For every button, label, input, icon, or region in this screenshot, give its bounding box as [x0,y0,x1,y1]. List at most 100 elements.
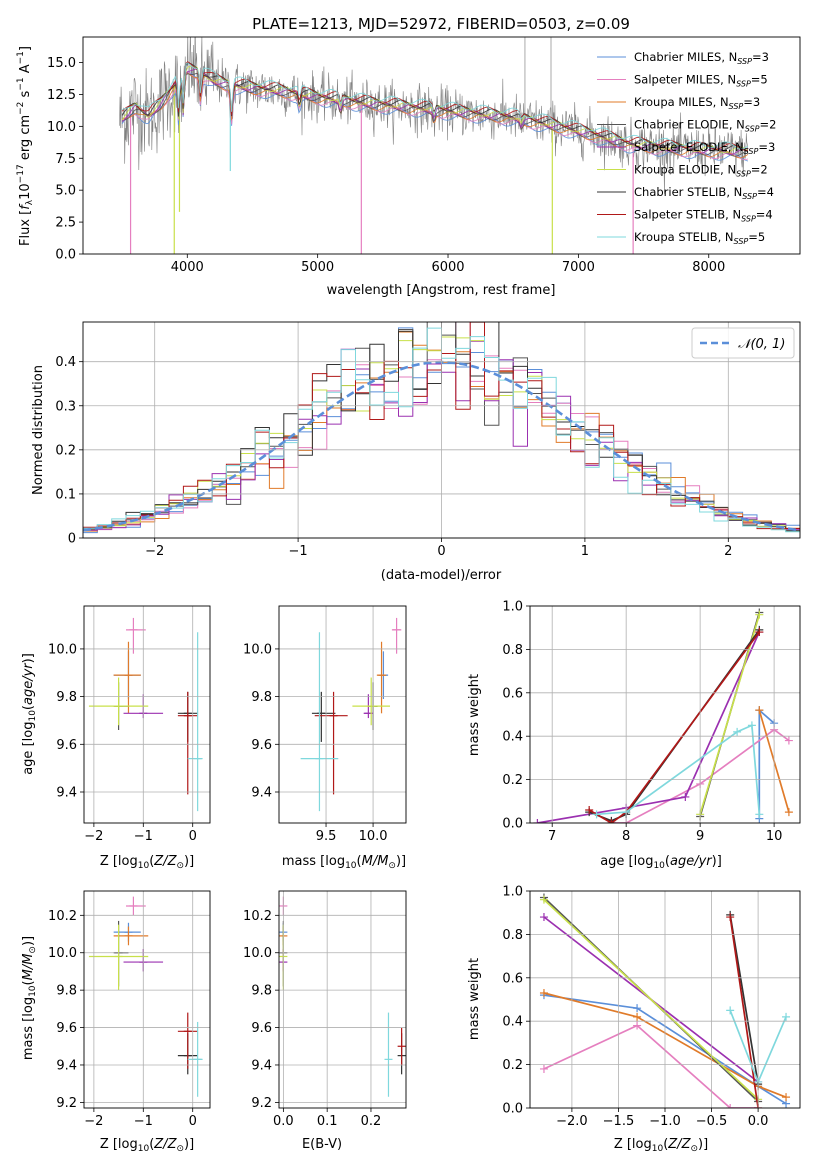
spectrum-legend-label: Salpeter ELODIE, NSSP=3 [634,140,775,156]
x-tick-label: 1 [581,544,589,559]
spectrum-legend-count: =2 [751,163,768,177]
mass-vs-metallicity-xlabel: Z [log10(Z/Z⊙)] [100,1137,194,1154]
y-tick-label: 10.0 [243,642,272,657]
weight-marker [607,819,616,823]
y-tick-label: 9.6 [56,738,77,753]
x-tick-label: 0 [189,1114,197,1129]
weight-marker [539,1064,548,1073]
spectrum-axes: 4000 5000 6000 7000 8000 0.0 2.5 5.0 7.5 10.0 12.5… [47,36,801,275]
spectrum-legend-count: =3 [752,50,769,64]
spectrum-legend-label: Chabrier ELODIE, NSSP=2 [634,118,776,134]
spectrum-legend-subscript: SSP [744,147,759,156]
weight-marker [726,1104,735,1108]
y-tick-label: 12.5 [47,88,76,103]
weight-marker [726,913,735,922]
weight-vs-age-xlabel: age [log10(age/yr)] [600,854,722,871]
spectrum-legend-count: =2 [760,118,777,132]
x-tick-label: −1 [134,829,153,844]
x-tick-label: 6000 [431,260,464,275]
axes-frame [83,605,211,824]
weight-marker [755,706,764,715]
x-tick-label: −2.0 [556,1114,588,1129]
weight-marker [533,819,542,823]
mass-vs-metallicity-panel: −2 −1 0 9.2 9.4 9.6 9.8 10.0 10.2 mass [log10(M/… [21,890,211,1154]
weight-marker [782,1093,791,1102]
y-tick-label: 1.0 [502,885,523,900]
spectrum-legend-label: Salpeter MILES, NSSP=5 [634,73,768,89]
y-tick-label: 0.4 [502,730,523,745]
spectrum-panel: 4000 5000 6000 7000 8000 0.0 2.5 5.0 7.5 10.0 12.5… [16,36,801,298]
weight-marker [755,628,764,637]
weight-line [543,1024,759,1108]
y-tick-label: 0.1 [55,487,76,502]
residuals-panel: −2 −1 0 1 200.10.20.30.4 (data-model)/error … [31,321,801,583]
y-tick-label: 9.4 [251,1058,272,1073]
axes-frame [82,36,801,255]
x-tick-label: 10 [766,829,783,844]
weight-line [543,994,787,1105]
weight-vs-age-ylabel: mass weight [467,674,482,756]
x-tick-label: 0 [437,544,445,559]
x-tick-label: 8000 [692,260,725,275]
y-tick-label: 9.8 [251,984,272,999]
weight-line [588,631,760,823]
y-tick-label: 0.6 [502,686,523,701]
y-tick-label: 0.2 [502,1058,523,1073]
weight-marker [539,895,548,904]
y-tick-label: 1.0 [502,600,523,615]
spectrum-legend-subscript: SSP [734,237,749,246]
y-tick-label: 15.0 [47,56,76,71]
axes-frame [278,605,407,824]
weight-vs-metallicity-panel: −2.0 −1.5 −1.0 −0.5 0.0 0.0 0.2 0.4 0.6 0.8 1.0 ma… [467,885,801,1154]
x-tick-label: −2 [145,544,164,559]
y-tick-label: 0.2 [55,443,76,458]
residuals-legend: 𝒩(0, 1) [691,327,795,359]
figure-title: PLATE=1213, MJD=52972, FIBERID=0503, z=0… [252,15,630,33]
spectrum-legend-label: Kroupa ELODIE, NSSP=2 [634,163,768,179]
x-tick-label: −1.5 [603,1114,635,1129]
age-vs-metallicity-marks [88,617,203,812]
spectrum-legend-subscript: SSP [745,125,760,134]
residuals-xlabel: (data-model)/error [381,568,502,583]
y-tick-label: 7.5 [55,152,76,167]
spectrum-ylabel: Flux [fλ10−17 erg cm−2 s−1 A−1] [16,46,35,246]
spectrum-model-line [121,72,749,157]
spectrum-xlabel: wavelength [Angstrom, rest frame] [327,283,556,298]
y-tick-label: 9.4 [251,786,272,801]
axes-frame [529,890,801,1109]
mass-vs-metallicity-marks [88,896,203,1097]
mass-vs-metallicity-axes: −2 −1 0 9.2 9.4 9.6 9.8 10.0 10.2 [48,890,211,1129]
x-tick-label: 0.0 [273,1114,294,1129]
weight-marker [726,1006,735,1015]
weight-vs-metallicity-axes: −2.0 −1.5 −1.0 −0.5 0.0 0.0 0.2 0.4 0.6 0.8 1.0 [502,885,801,1129]
y-tick-label: 10.2 [48,909,77,924]
y-tick-label: 9.8 [251,690,272,705]
weight-vs-age-panel: 7 8 9 10 0.0 0.2 0.4 0.6 0.8 1.0 mass weight age … [467,600,801,871]
residuals-axes: −2 −1 0 1 2 0 0.1 0.2 0.3 0.4 [55,321,801,559]
y-tick-label: 9.4 [56,786,77,801]
mass-vs-metallicity-ylabel: mass [log10(M/M⊙)] [21,936,38,1060]
axes-frame [82,321,801,539]
mass-vs-ebv-xlabel: E(B-V) [302,1137,342,1152]
age-vs-metallicity-axes: −2 −1 0 9.4 9.6 9.8 10.0 [48,605,211,844]
y-tick-label: 0.8 [502,643,523,658]
spectrum-legend-label: Chabrier MILES, NSSP=3 [634,50,769,66]
y-tick-label: 0.6 [502,971,523,986]
weight-marker [585,805,594,814]
spectrum-legend-count: =5 [751,73,768,87]
weight-marker [784,736,793,745]
weight-marker [592,810,601,819]
spectrum-legend-subscript: SSP [741,215,756,224]
y-tick-label: 5.0 [55,184,76,199]
weight-marker [755,810,764,819]
spectrum-legend-count: =3 [758,140,775,154]
y-tick-label: 9.8 [56,984,77,999]
y-tick-label: 0.0 [502,1102,523,1117]
x-tick-label: −1 [289,544,308,559]
x-tick-label: −2 [84,829,103,844]
weight-marker [747,721,756,730]
y-tick-label: 9.6 [251,738,272,753]
spectrum-model-line [121,62,749,150]
x-tick-label: 10.0 [359,829,388,844]
age-vs-mass-xlabel: mass [log10(M/M⊙)] [282,854,406,871]
